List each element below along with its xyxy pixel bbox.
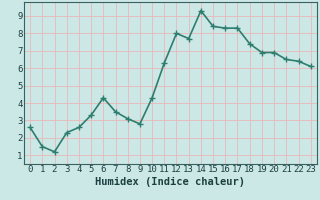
X-axis label: Humidex (Indice chaleur): Humidex (Indice chaleur) xyxy=(95,177,245,187)
